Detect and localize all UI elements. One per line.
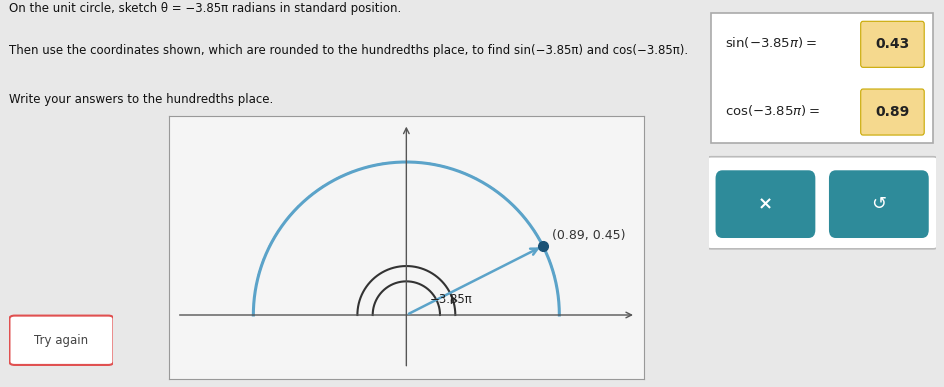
Text: $\sin(-3.85\pi)=$: $\sin(-3.85\pi)=$ [724, 36, 816, 50]
Text: Write your answers to the hundredths place.: Write your answers to the hundredths pla… [9, 93, 274, 106]
FancyBboxPatch shape [9, 316, 113, 365]
Text: $\cos(-3.85\pi)=$: $\cos(-3.85\pi)=$ [724, 103, 818, 118]
FancyBboxPatch shape [860, 21, 923, 67]
Text: ↺: ↺ [870, 195, 885, 213]
FancyBboxPatch shape [828, 170, 928, 238]
Text: Try again: Try again [34, 334, 89, 347]
Text: −3.85π: −3.85π [429, 293, 472, 306]
Text: (0.89, 0.45): (0.89, 0.45) [551, 229, 625, 241]
Text: On the unit circle, sketch θ = −3.85π radians in standard position.: On the unit circle, sketch θ = −3.85π ra… [9, 2, 401, 15]
FancyBboxPatch shape [703, 157, 939, 249]
Text: 0.43: 0.43 [874, 37, 909, 51]
FancyBboxPatch shape [860, 89, 923, 135]
Text: 0.89: 0.89 [874, 105, 909, 119]
Text: ×: × [757, 195, 772, 213]
FancyBboxPatch shape [715, 170, 815, 238]
FancyBboxPatch shape [710, 13, 933, 143]
Text: Then use the coordinates shown, which are rounded to the hundredths place, to fi: Then use the coordinates shown, which ar… [9, 44, 688, 57]
